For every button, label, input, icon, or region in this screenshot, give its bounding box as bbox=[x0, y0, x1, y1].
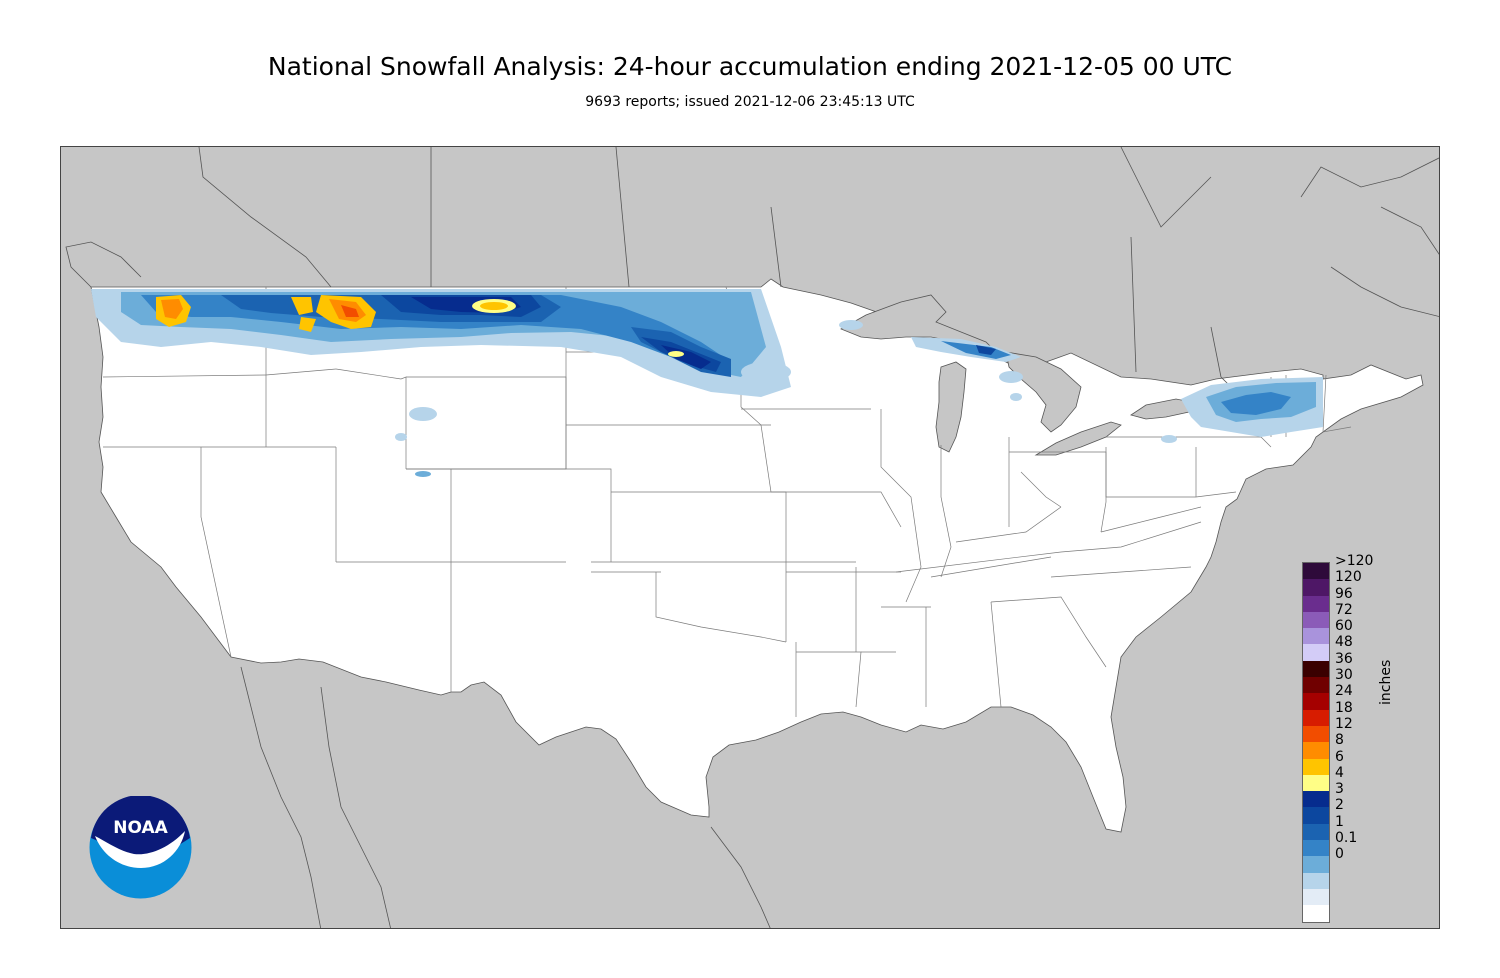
legend-swatch bbox=[1303, 693, 1329, 710]
snowfall-map bbox=[60, 146, 1440, 929]
legend-label: 2 bbox=[1335, 797, 1344, 814]
legend-label: >120 bbox=[1335, 553, 1374, 569]
legend-swatch bbox=[1303, 579, 1329, 596]
legend-label: 3 bbox=[1335, 781, 1344, 798]
legend-label: 60 bbox=[1335, 618, 1353, 635]
legend-swatch bbox=[1303, 563, 1329, 580]
legend-label: 24 bbox=[1335, 683, 1353, 700]
color-legend bbox=[1302, 562, 1330, 923]
legend-swatch bbox=[1303, 758, 1329, 775]
legend-swatch bbox=[1303, 807, 1329, 824]
map-canvas bbox=[65, 147, 1439, 928]
legend-label: 0.1 bbox=[1335, 830, 1358, 847]
legend-swatch bbox=[1303, 742, 1329, 759]
legend-swatch bbox=[1303, 791, 1329, 808]
legend-label: 0 bbox=[1335, 846, 1344, 863]
lake-michigan bbox=[935, 361, 967, 453]
legend-label: 48 bbox=[1335, 634, 1353, 651]
legend-swatch bbox=[1303, 856, 1329, 873]
legend-label: 96 bbox=[1335, 585, 1353, 602]
legend-label: 8 bbox=[1335, 732, 1344, 749]
legend-labels: >120 120 96 72 60 48 36 30 24 18 12 8 6 4 3 2 1 0.1 0 bbox=[1335, 553, 1395, 912]
noaa-logo-text: NOAA bbox=[113, 818, 168, 838]
legend-swatch bbox=[1303, 628, 1329, 645]
legend-label bbox=[1335, 895, 1395, 911]
legend-label: 72 bbox=[1335, 601, 1353, 618]
legend-swatch bbox=[1303, 595, 1329, 612]
legend-label bbox=[1335, 863, 1395, 879]
legend-label: 120 bbox=[1335, 569, 1362, 586]
legend-swatch bbox=[1303, 905, 1329, 922]
legend-swatch bbox=[1303, 774, 1329, 792]
legend-units: inches bbox=[1378, 659, 1394, 705]
map-title: National Snowfall Analysis: 24-hour accu… bbox=[267, 52, 1233, 81]
legend-swatch bbox=[1303, 709, 1329, 726]
legend-label: 36 bbox=[1335, 650, 1353, 667]
intl-borders bbox=[198, 147, 1439, 928]
noaa-logo: NOAA bbox=[89, 796, 192, 899]
coastlines bbox=[65, 147, 1439, 288]
legend-label: 18 bbox=[1335, 699, 1353, 716]
legend-label: 30 bbox=[1335, 667, 1353, 684]
map-subtitle: 9693 reports; issued 2021-12-06 23:45:13… bbox=[585, 94, 915, 110]
snowfall-shading bbox=[91, 289, 1323, 477]
legend-swatch bbox=[1303, 677, 1329, 694]
legend-swatch bbox=[1303, 611, 1329, 629]
legend-swatch bbox=[1303, 725, 1329, 743]
legend-label: 6 bbox=[1335, 748, 1344, 765]
legend-label bbox=[1335, 879, 1395, 895]
legend-swatch bbox=[1303, 872, 1329, 889]
legend-swatch bbox=[1303, 823, 1329, 841]
legend-swatch bbox=[1303, 840, 1329, 857]
legend-label: 4 bbox=[1335, 764, 1344, 781]
legend-swatch bbox=[1303, 660, 1329, 678]
legend-label: 1 bbox=[1335, 813, 1344, 830]
legend-swatch bbox=[1303, 888, 1329, 906]
legend-label: 12 bbox=[1335, 715, 1353, 732]
legend-swatch bbox=[1303, 644, 1329, 661]
